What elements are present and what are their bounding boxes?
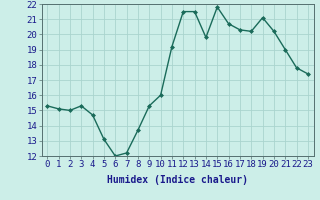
X-axis label: Humidex (Indice chaleur): Humidex (Indice chaleur) — [107, 175, 248, 185]
